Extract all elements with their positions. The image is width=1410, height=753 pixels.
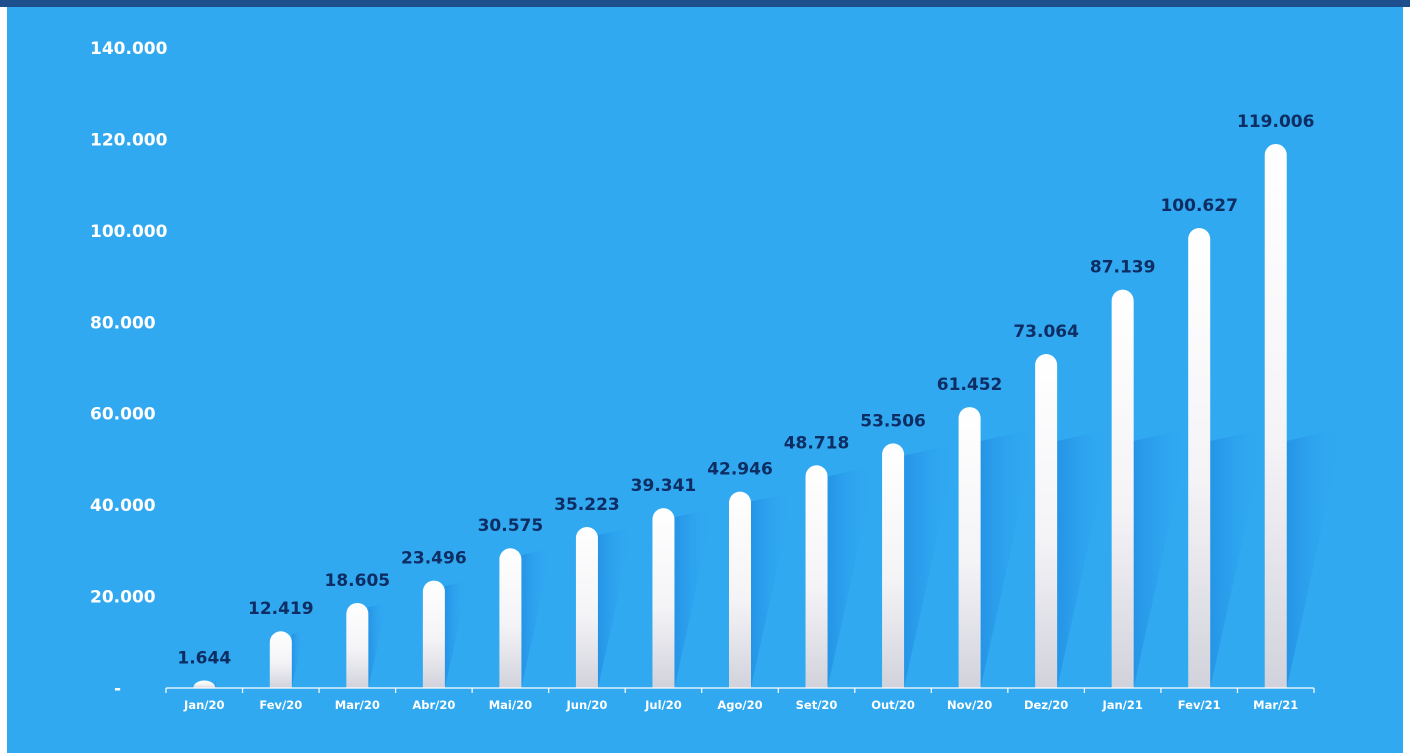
data-label: 18.605 [325, 571, 391, 591]
bar [1264, 143, 1287, 689]
y-tick-label: - [114, 679, 121, 699]
y-tick-label: 20.000 [90, 588, 156, 608]
x-tick-label: Jan/21 [1101, 698, 1142, 712]
x-tick-label: Dez/20 [1024, 698, 1068, 712]
bar-shadow [368, 602, 388, 688]
chart-panel [7, 7, 1403, 753]
data-label: 39.341 [631, 476, 697, 496]
bar-shadow [980, 428, 1038, 688]
x-tick-label: Mar/20 [335, 698, 380, 712]
bar [958, 407, 981, 688]
data-label: 1.644 [177, 648, 231, 668]
y-tick-label: 80.000 [90, 313, 156, 333]
bar-shadow [1286, 428, 1344, 688]
x-tick-label: Jan/20 [183, 698, 224, 712]
data-label: 35.223 [554, 495, 620, 515]
y-tick-label: 60.000 [90, 405, 156, 425]
data-label: 23.496 [401, 549, 467, 569]
y-tick-label: 120.000 [90, 130, 168, 150]
x-tick-label: Mar/21 [1253, 698, 1298, 712]
bar-shadows [215, 428, 1344, 688]
x-tick-label: Ago/20 [717, 698, 762, 712]
bar [422, 580, 445, 688]
bar-shadow [674, 508, 715, 688]
bar [1188, 227, 1211, 689]
bar-shadow [751, 491, 795, 688]
x-tick-label: Jun/20 [566, 698, 608, 712]
data-label: 53.506 [860, 411, 926, 431]
x-tick-label: Fev/20 [259, 698, 302, 712]
data-label: 48.718 [784, 433, 850, 453]
bar-shadow [291, 631, 305, 688]
data-label: 87.139 [1090, 258, 1156, 278]
data-label: 119.006 [1237, 112, 1314, 132]
bar [652, 508, 675, 688]
data-labels: 1.644 12.419 18.605 23.496 30.575 35.223 39.34… [177, 112, 1314, 669]
data-label: 73.064 [1013, 322, 1079, 342]
bar-shadow [215, 680, 217, 688]
x-tick-label: Mai/20 [489, 698, 532, 712]
x-tick-label: Jul/20 [644, 698, 682, 712]
y-tick-label: 100.000 [90, 222, 168, 242]
x-axis [165, 687, 1315, 693]
bar [882, 443, 905, 688]
bar [193, 680, 216, 688]
bar [575, 526, 598, 688]
bar-shadow [521, 548, 553, 688]
data-label: 61.452 [937, 375, 1003, 395]
bar [729, 491, 751, 688]
bar [269, 631, 292, 688]
top-rule [0, 0, 1410, 7]
data-label: 12.419 [248, 599, 314, 619]
bar-shadow [1057, 428, 1115, 688]
y-tick-label: 40.000 [90, 496, 156, 516]
data-label: 42.946 [707, 460, 773, 480]
bars [193, 143, 1287, 689]
y-tick-label: 140.000 [90, 39, 168, 59]
bar-shadow [597, 526, 634, 688]
y-axis-ticks: - 20.000 40.000 60.000 80.000 100.000 120.000 1… [90, 39, 168, 699]
x-tick-label: Out/20 [871, 698, 915, 712]
bar-shadow [1133, 428, 1191, 688]
bar [805, 465, 828, 688]
x-axis-ticks: Jan/20 Fev/20 Mar/20 Abr/20 Mai/20 Jun/20 Jul/… [183, 698, 1298, 712]
bar [1111, 289, 1134, 688]
x-tick-label: Nov/20 [947, 698, 992, 712]
bar [499, 548, 522, 688]
bar-shadow [827, 465, 877, 688]
data-label: 100.627 [1160, 196, 1237, 216]
x-tick-label: Abr/20 [412, 698, 455, 712]
bar-shadow [444, 580, 469, 688]
bar-shadow [1210, 428, 1268, 688]
bar [1035, 353, 1058, 688]
bar [346, 602, 369, 688]
x-tick-label: Fev/21 [1178, 698, 1221, 712]
bar-shadow [904, 443, 958, 688]
data-label: 30.575 [478, 516, 544, 536]
x-tick-label: Set/20 [796, 698, 838, 712]
